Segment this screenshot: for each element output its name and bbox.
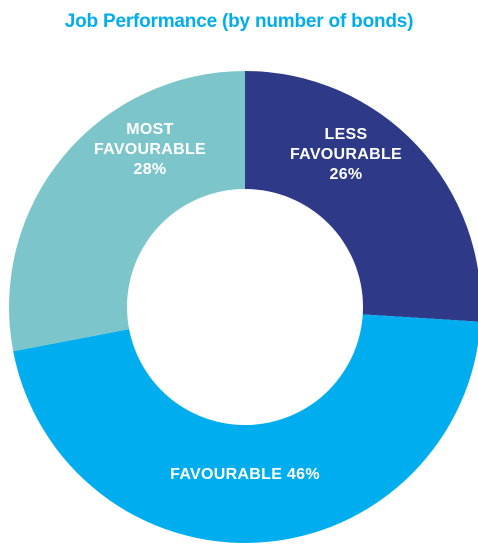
- slice-label-less-favourable: LESS FAVOURABLE 26%: [290, 126, 402, 183]
- slice-label-line: FAVOURABLE: [290, 146, 402, 163]
- slice-label-favourable: FAVOURABLE 46%: [170, 466, 320, 483]
- slice-label-line: FAVOURABLE 46%: [170, 466, 320, 483]
- slice-label-line: MOST: [126, 121, 173, 138]
- slice-label-most-favourable: MOST FAVOURABLE 28%: [94, 121, 206, 178]
- slice-label-line: 26%: [330, 166, 363, 183]
- slice-label-line: LESS: [325, 126, 368, 143]
- donut-hole: [127, 189, 363, 425]
- slice-label-line: 28%: [134, 161, 167, 178]
- slice-labels: LESS FAVOURABLE 26% FAVOURABLE 46% MOST FAVOU…: [94, 121, 402, 483]
- slice-label-line: FAVOURABLE: [94, 141, 206, 158]
- chart-title: Job Performance (by number of bonds): [64, 11, 414, 32]
